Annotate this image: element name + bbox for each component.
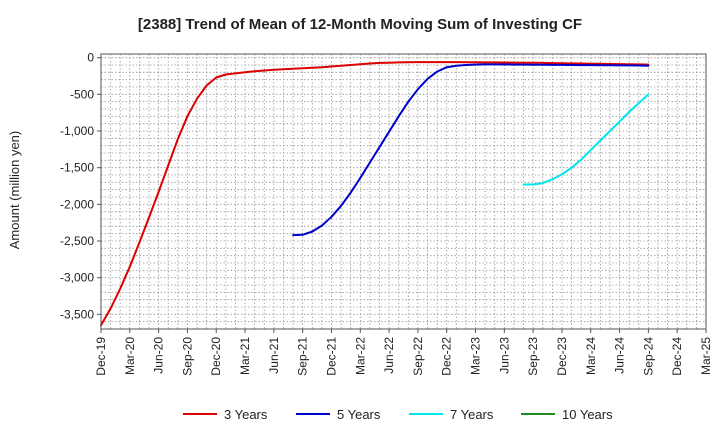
y-tick-label: -3,000 <box>60 271 94 285</box>
x-tick-label: Jun-20 <box>152 337 166 374</box>
series-line-5-years <box>292 63 650 237</box>
x-tick-label: Jun-22 <box>382 337 396 374</box>
series-line-3-years <box>100 61 650 327</box>
chart-title: [2388] Trend of Mean of 12-Month Moving … <box>138 16 582 33</box>
series-lines <box>100 61 650 327</box>
y-axis-ticks: 0 -500 -1,000 -1,500 -2,000 -2,500 -3,000 -3,50… <box>60 51 101 321</box>
y-tick-label: -500 <box>70 87 94 101</box>
x-tick-label: Dec-24 <box>670 337 684 376</box>
y-tick-label: -1,000 <box>60 124 94 138</box>
x-tick-label: Jun-23 <box>497 337 511 374</box>
legend-label: 10 Years <box>562 407 613 422</box>
x-tick-label: Mar-21 <box>238 337 252 375</box>
y-tick-label: 0 <box>87 51 94 65</box>
x-tick-label: Mar-25 <box>699 337 713 375</box>
x-tick-label: Sep-22 <box>411 337 425 376</box>
x-axis-ticks: Dec-19 Mar-20 Jun-20 Sep-20 Dec-20 Mar-21 Jun-… <box>94 329 713 376</box>
legend-label: 5 Years <box>337 407 381 422</box>
x-tick-label: Sep-24 <box>641 337 655 376</box>
x-tick-label: Dec-21 <box>324 337 338 376</box>
legend-item: 5 Years <box>296 407 381 422</box>
x-tick-label: Mar-20 <box>123 337 137 375</box>
x-tick-label: Sep-21 <box>296 337 310 376</box>
x-tick-label: Sep-20 <box>180 337 194 376</box>
legend-label: 3 Years <box>224 407 268 422</box>
x-tick-label: Dec-23 <box>555 337 569 376</box>
y-tick-label: -1,500 <box>60 161 94 175</box>
plot-area-frame <box>100 53 707 330</box>
legend-item: 3 Years <box>183 407 268 422</box>
series-line-7-years <box>522 93 650 186</box>
y-tick-label: -3,500 <box>60 307 94 321</box>
x-tick-label: Dec-19 <box>94 337 108 376</box>
y-tick-label: -2,000 <box>60 197 94 211</box>
x-tick-label: Dec-22 <box>440 337 454 376</box>
x-tick-label: Sep-23 <box>526 337 540 376</box>
legend-label: 7 Years <box>450 407 494 422</box>
x-tick-label: Mar-22 <box>353 337 367 375</box>
legend: 3 Years 5 Years 7 Years 10 Years <box>183 407 613 422</box>
x-tick-label: Jun-24 <box>613 337 627 374</box>
grid-lines <box>100 54 707 330</box>
legend-item: 7 Years <box>409 407 494 422</box>
x-tick-label: Mar-23 <box>469 337 483 375</box>
y-tick-label: -2,500 <box>60 234 94 248</box>
legend-item: 10 Years <box>521 407 613 422</box>
x-tick-label: Mar-24 <box>584 337 598 375</box>
y-axis-label: Amount (million yen) <box>7 131 22 250</box>
x-tick-label: Dec-20 <box>209 337 223 376</box>
x-tick-label: Jun-21 <box>267 337 281 374</box>
